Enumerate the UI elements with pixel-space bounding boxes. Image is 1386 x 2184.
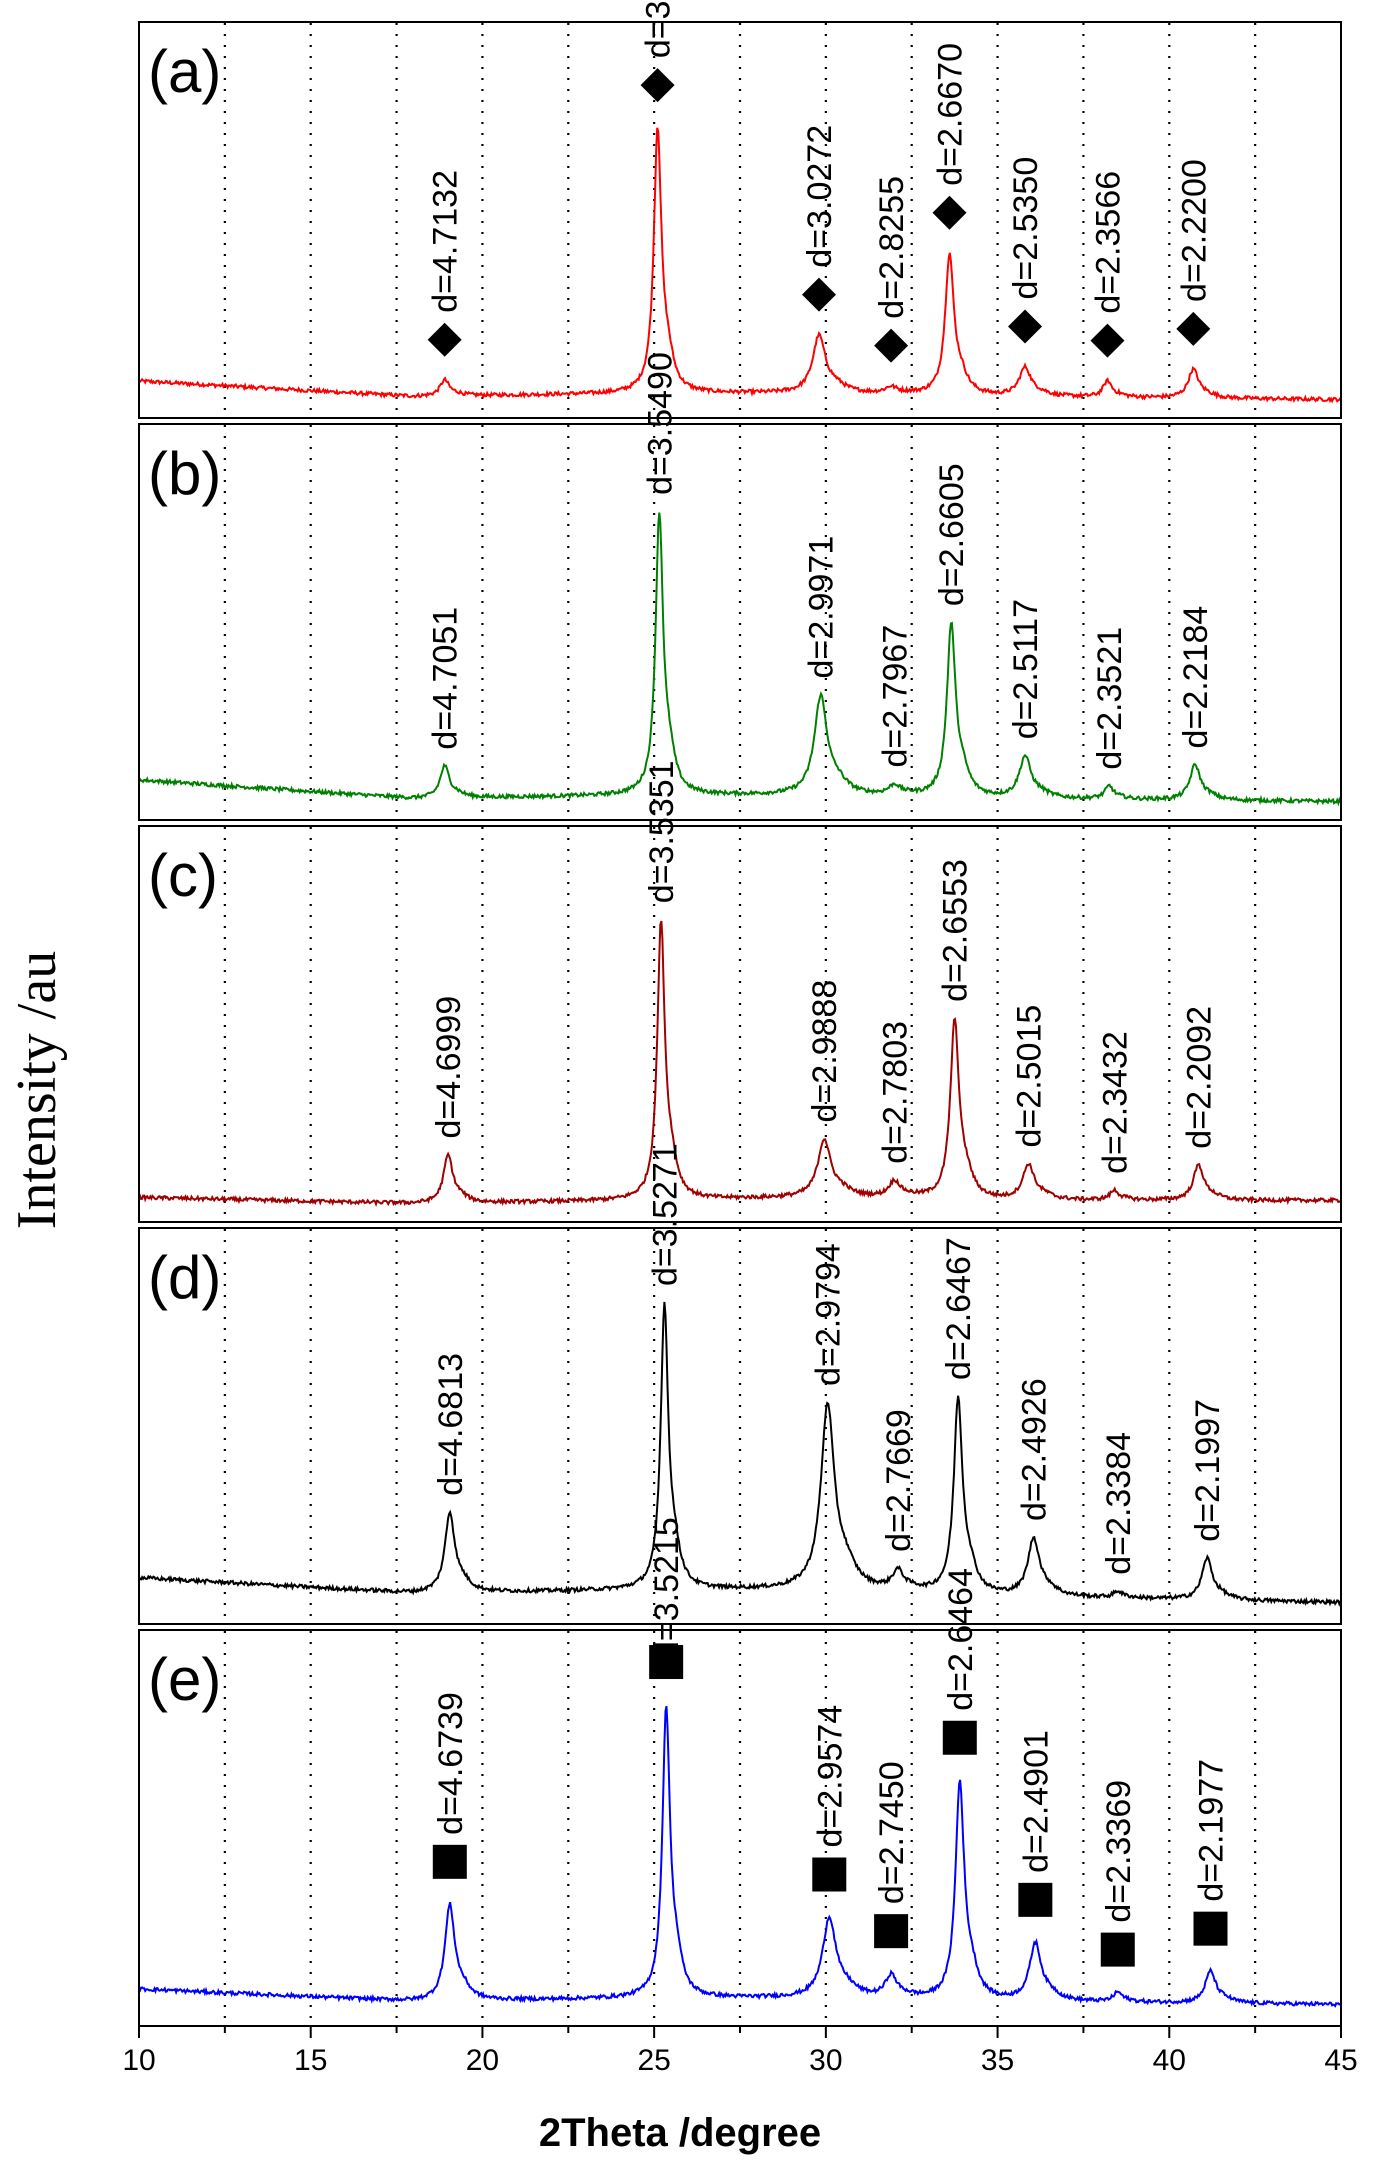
xrd-curve [138, 512, 1342, 807]
d-spacing-label: d=2.9574 [811, 1705, 849, 1848]
x-axis-title: 2Theta /degree [539, 2111, 821, 2155]
square-marker [1193, 1911, 1228, 1946]
x-tick-label: 40 [1153, 2044, 1186, 2077]
panel-frame [138, 21, 1342, 419]
square-marker [1100, 1932, 1135, 1967]
xrd-curve [138, 127, 1342, 404]
d-spacing-label: d=2.2092 [1180, 1006, 1218, 1149]
d-spacing-label: d=4.7051 [427, 607, 465, 750]
x-tick-label: 30 [809, 2044, 842, 2077]
frame-layer [138, 21, 1342, 2027]
square-marker [812, 1857, 847, 1892]
d-spacing-label: d=2.5350 [1007, 157, 1045, 300]
square-marker [1018, 1882, 1053, 1917]
square-marker [432, 1844, 467, 1879]
panel-letter: (c) [148, 842, 218, 909]
d-spacing-label: d=2.1977 [1192, 1759, 1230, 1902]
d-spacing-label: d=3.5215 [648, 1517, 686, 1660]
x-tick-label: 35 [981, 2044, 1014, 2077]
d-spacing-label: d=2.3566 [1089, 171, 1127, 314]
curve-layer [138, 127, 1342, 2008]
panel-letter: (d) [148, 1244, 221, 1311]
d-spacing-label: d=3.0272 [801, 125, 839, 268]
panel-frame [138, 1227, 1342, 1625]
square-marker [874, 1914, 909, 1949]
d-spacing-label: d=2.7967 [877, 625, 915, 768]
d-spacing-label: d=4.6813 [432, 1353, 470, 1496]
d-spacing-label: d=2.6605 [933, 463, 971, 606]
panel-frame [138, 825, 1342, 1223]
d-spacing-label: d=2.6464 [942, 1568, 980, 1711]
d-spacing-label: d=2.6670 [931, 43, 969, 186]
diamond-marker [1176, 311, 1211, 346]
d-spacing-label: d=2.2184 [1177, 606, 1215, 749]
diamond-marker [1008, 309, 1043, 344]
square-marker [649, 1645, 684, 1680]
d-spacing-label: d=2.3432 [1096, 1031, 1134, 1174]
d-spacing-label: d=2.5117 [1007, 599, 1045, 739]
d-spacing-label: d=3.5351 [643, 760, 681, 903]
xrd-curve [138, 1705, 1341, 2008]
x-tick-label: 15 [294, 2044, 327, 2077]
x-tick-label: 20 [466, 2044, 499, 2077]
d-spacing-label: d=2.9794 [810, 1243, 848, 1386]
diamond-marker [1090, 323, 1125, 358]
diamond-marker [801, 277, 836, 312]
d-spacing-label: d=2.7669 [880, 1409, 918, 1552]
d-spacing-label: d=3.5271 [646, 1143, 684, 1286]
diamond-marker [874, 328, 909, 363]
xrd-curve [138, 920, 1341, 1207]
d-spacing-label: d=4.6999 [430, 996, 468, 1139]
panel-letter: (e) [148, 1646, 221, 1713]
d-spacing-label: d=2.3384 [1100, 1432, 1138, 1575]
d-spacing-label: d=2.1997 [1189, 1399, 1227, 1542]
d-spacing-label: d=2.5015 [1010, 1005, 1048, 1148]
d-spacing-label: d=4.6739 [432, 1692, 470, 1835]
d-spacing-label: d=2.6553 [937, 859, 975, 1002]
d-spacing-label: d=2.4926 [1016, 1378, 1054, 1521]
x-tick-label: 25 [637, 2044, 670, 2077]
diamond-marker [640, 68, 675, 103]
d-spacing-label: d=2.7450 [873, 1761, 911, 1904]
y-axis-title: Intensity /au [6, 951, 68, 1229]
panel-letter: (b) [148, 440, 221, 507]
d-spacing-label: d=3.5592 [640, 0, 678, 58]
label-layer: (a) d=4.7132 d=3.5592 d=3.0272 d=2.8255 d=2.6… [148, 0, 1230, 1923]
marker-layer [427, 68, 1228, 1967]
panel-frame [138, 423, 1342, 821]
d-spacing-label: d=2.2200 [1175, 159, 1213, 302]
d-spacing-label: d=2.8255 [873, 176, 911, 319]
x-tick-label: 10 [122, 2044, 155, 2077]
d-spacing-label: d=2.6467 [940, 1237, 978, 1380]
d-spacing-label: d=2.4901 [1017, 1730, 1055, 1873]
x-tick-label: 45 [1324, 2044, 1357, 2077]
d-spacing-label: d=2.9888 [806, 980, 844, 1123]
square-marker [942, 1720, 977, 1755]
d-spacing-label: d=2.3369 [1100, 1780, 1138, 1923]
d-spacing-label: d=2.7803 [877, 1021, 915, 1164]
d-spacing-label: d=2.3521 [1091, 627, 1129, 770]
d-spacing-label: d=2.9971 [803, 536, 841, 679]
panel-frame [138, 1629, 1342, 2027]
diamond-marker [932, 195, 967, 230]
axis-layer: 10 15 20 25 30 35 40 45 [122, 2026, 1358, 2077]
diamond-marker [427, 322, 462, 357]
panel-letter: (a) [148, 38, 221, 105]
grid-layer [223, 23, 1257, 2025]
d-spacing-label: d=4.7132 [427, 170, 465, 313]
xrd-curve [138, 1301, 1342, 1608]
